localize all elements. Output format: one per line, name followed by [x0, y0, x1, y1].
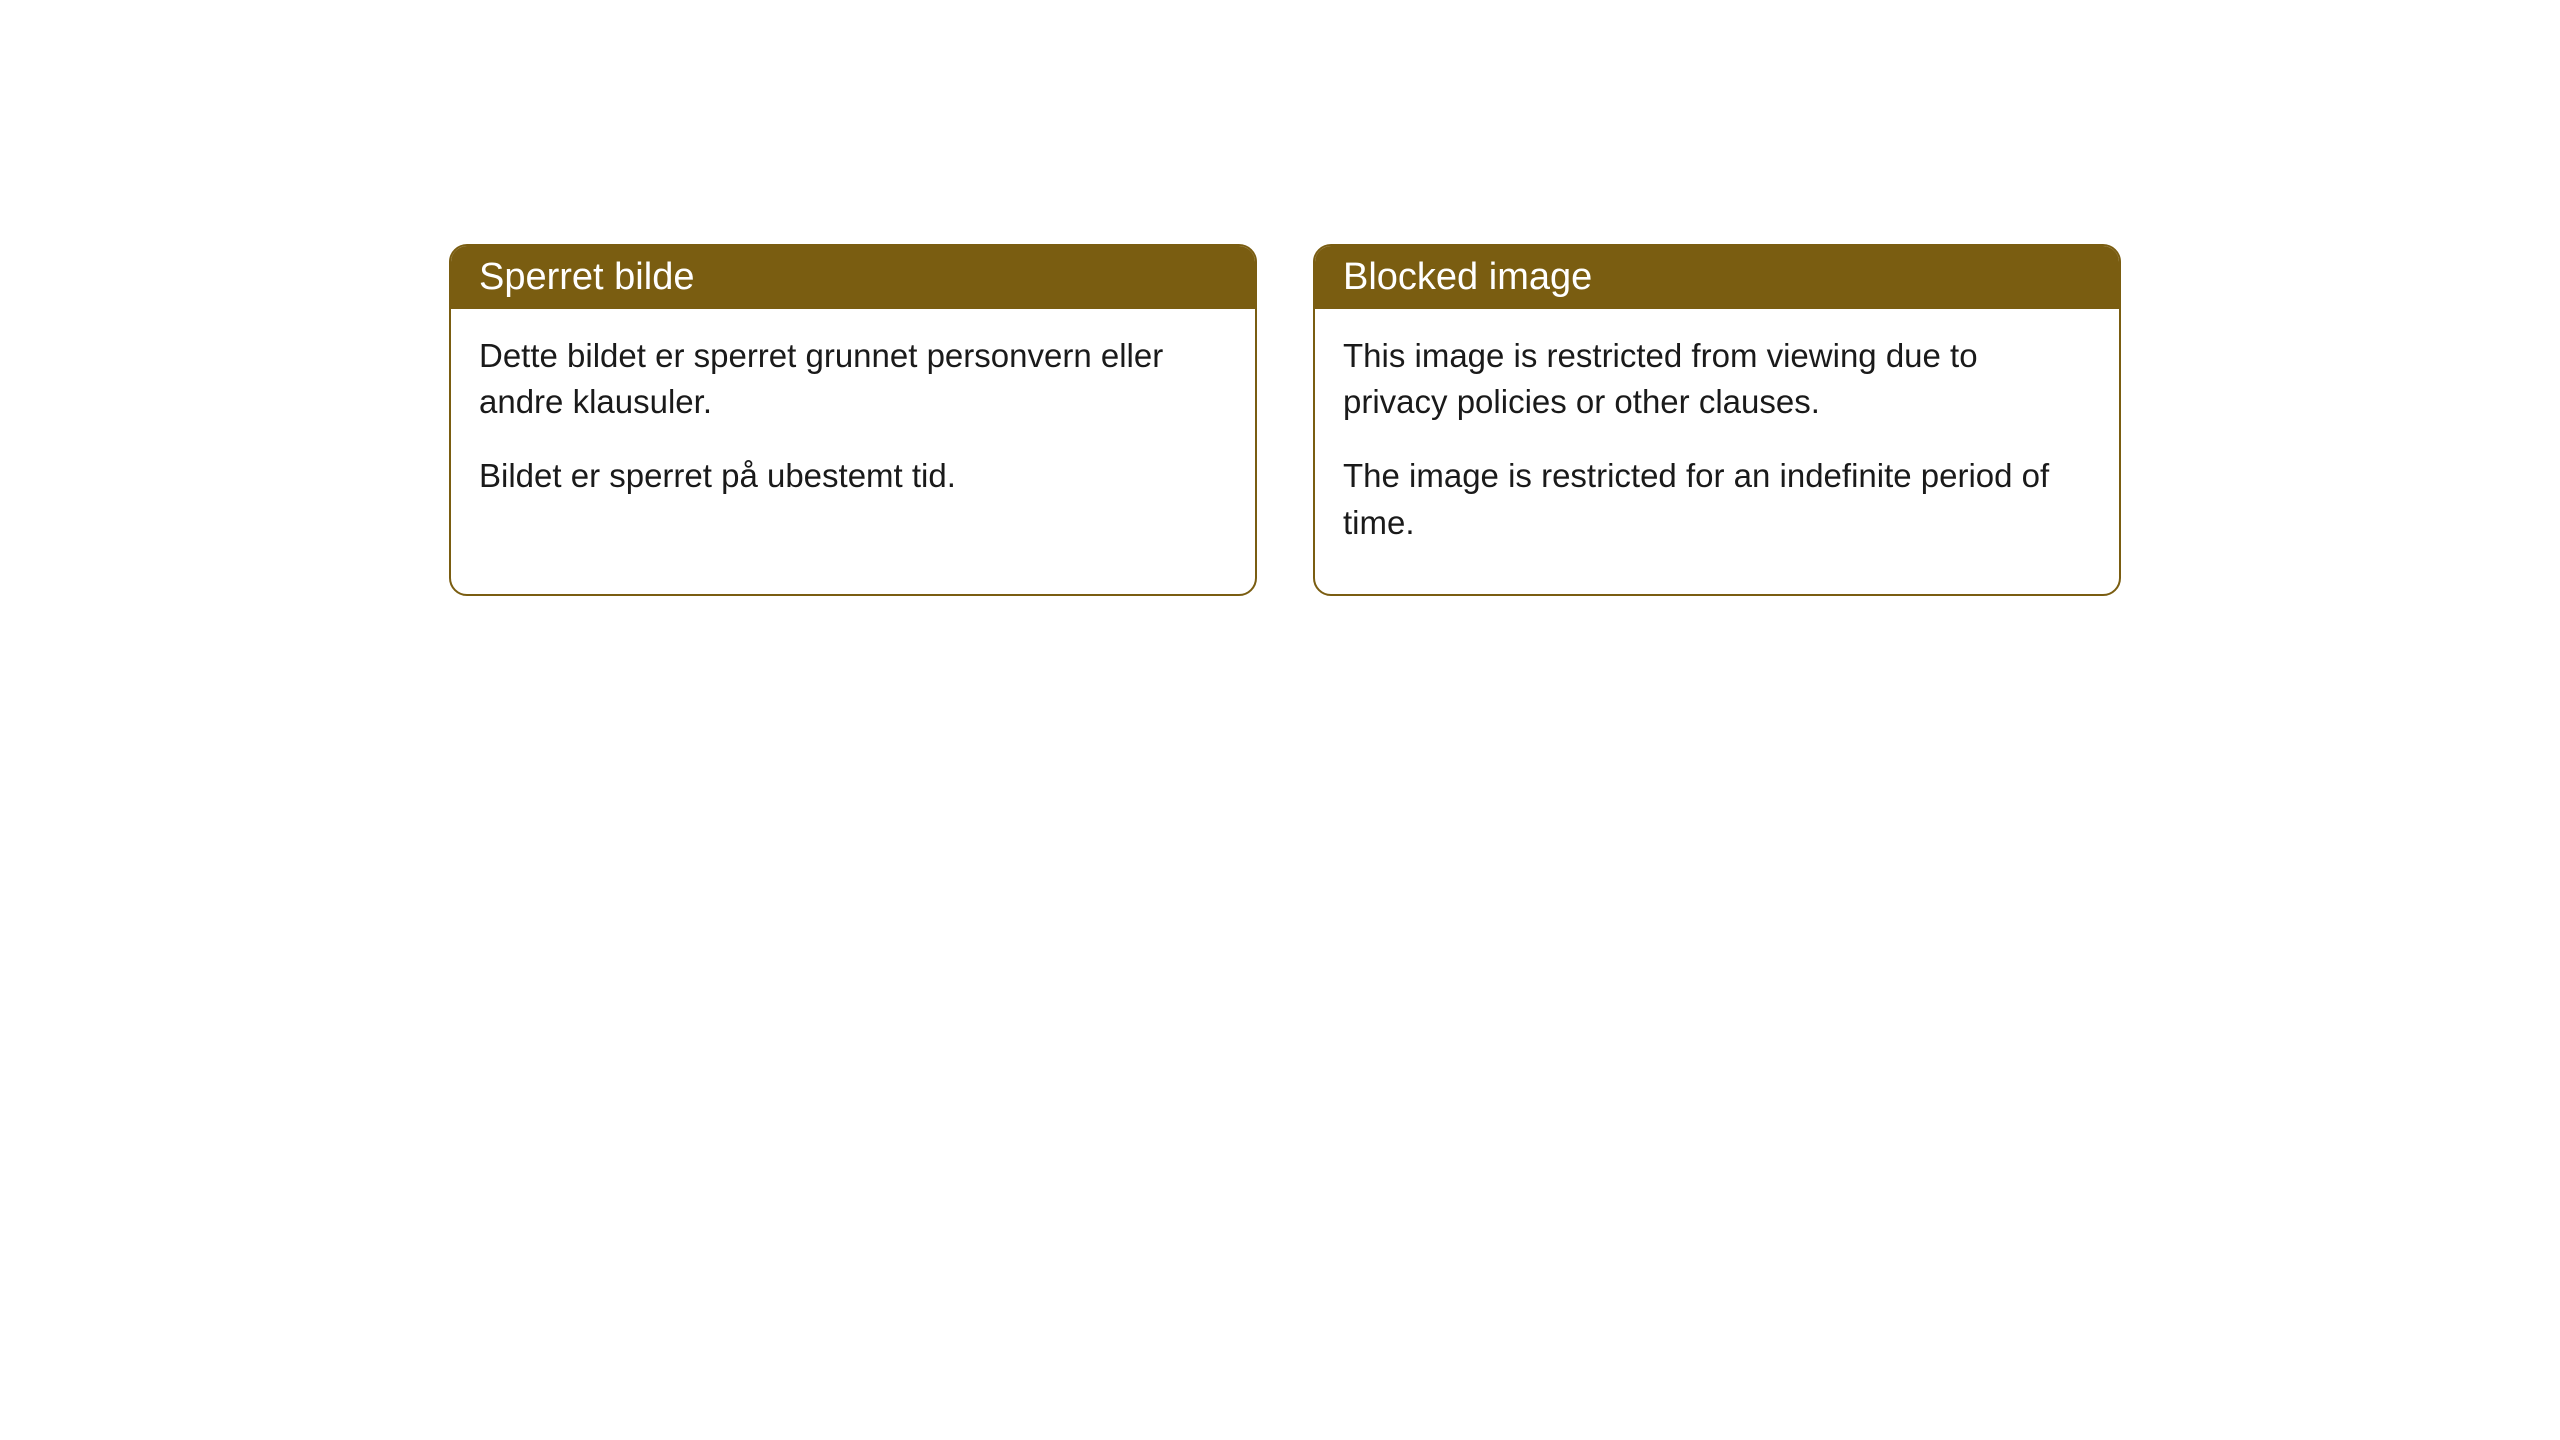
- card-header: Blocked image: [1315, 246, 2119, 309]
- card-title: Sperret bilde: [479, 256, 694, 298]
- card-paragraph-1: This image is restricted from viewing du…: [1343, 333, 2091, 425]
- card-paragraph-2: Bildet er sperret på ubestemt tid.: [479, 453, 1227, 499]
- notice-card-english: Blocked image This image is restricted f…: [1313, 244, 2121, 596]
- notice-cards-container: Sperret bilde Dette bildet er sperret gr…: [449, 244, 2121, 596]
- card-paragraph-2: The image is restricted for an indefinit…: [1343, 453, 2091, 545]
- card-body: Dette bildet er sperret grunnet personve…: [451, 309, 1255, 548]
- card-header: Sperret bilde: [451, 246, 1255, 309]
- notice-card-norwegian: Sperret bilde Dette bildet er sperret gr…: [449, 244, 1257, 596]
- card-title: Blocked image: [1343, 256, 1592, 298]
- card-paragraph-1: Dette bildet er sperret grunnet personve…: [479, 333, 1227, 425]
- card-body: This image is restricted from viewing du…: [1315, 309, 2119, 594]
